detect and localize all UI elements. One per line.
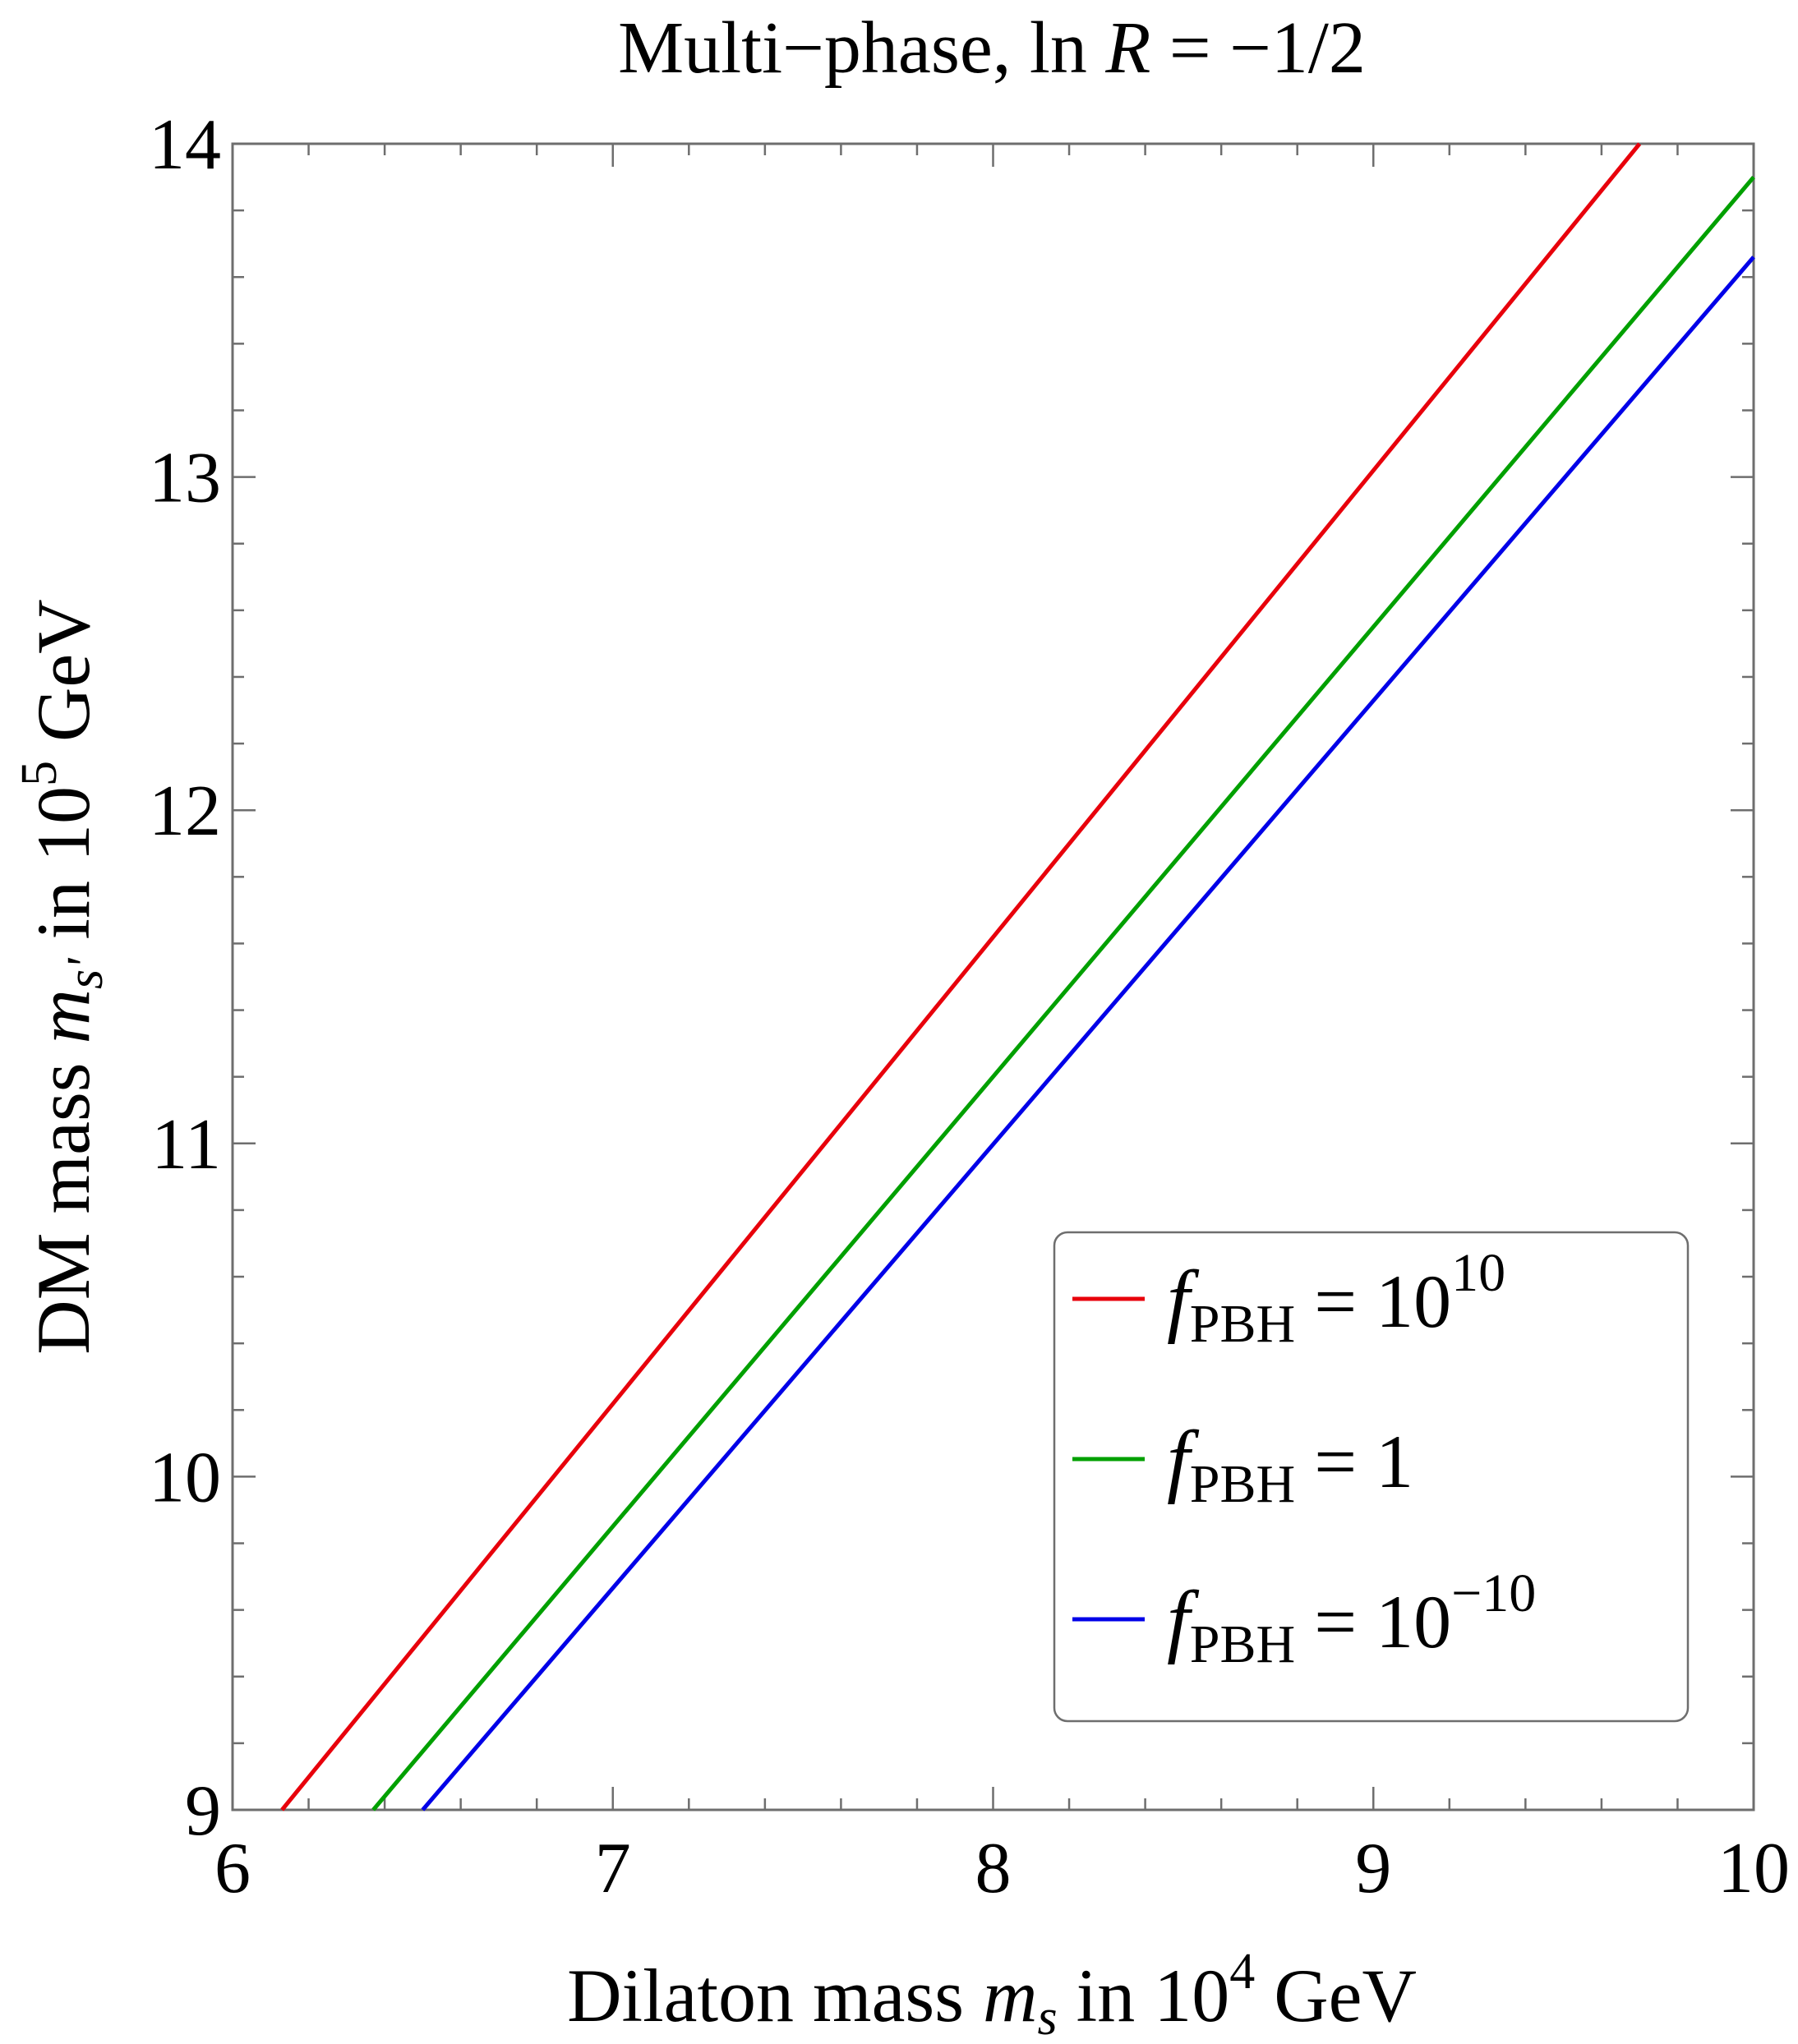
x-tick-label: 8 <box>975 1829 1012 1908</box>
x-tick-label: 7 <box>595 1829 631 1908</box>
y-tick-label: 9 <box>185 1771 221 1851</box>
y-tick-label: 13 <box>149 439 221 518</box>
x-tick-label: 10 <box>1717 1829 1790 1908</box>
y-tick-label: 10 <box>149 1438 221 1517</box>
y-tick-labels: 9 10 11 12 13 14 <box>149 105 221 1851</box>
y-axis-label: DM mass ms' in 105 GeV <box>12 599 113 1354</box>
series-line-3 <box>421 256 1755 1812</box>
axis-ticks <box>231 142 1755 1812</box>
legend: fPBH = 1010 fPBH = 1 fPBH = 10−10 <box>1053 1231 1690 1723</box>
legend-label: fPBH = 10−10 <box>1167 1563 1536 1674</box>
x-axis-label: Dilaton mass ms in 104 GeV <box>567 1944 1417 2044</box>
y-tick-label: 12 <box>149 771 221 851</box>
series-line-2 <box>371 175 1755 1812</box>
legend-items: fPBH = 1010 fPBH = 1 fPBH = 10−10 <box>1072 1243 1536 1674</box>
y-tick-label: 14 <box>149 105 221 185</box>
series-line-1 <box>280 142 1642 1812</box>
x-tick-labels: 6 7 8 9 10 <box>214 1829 1790 1908</box>
legend-label: fPBH = 1 <box>1167 1414 1413 1514</box>
x-tick-label: 9 <box>1355 1829 1391 1908</box>
chart-title: Multi−phase, ln R = −1/2 <box>618 7 1366 89</box>
y-tick-label: 11 <box>151 1105 221 1185</box>
legend-box <box>1053 1231 1690 1723</box>
series-lines <box>280 142 1755 1812</box>
legend-label: fPBH = 1010 <box>1167 1243 1505 1354</box>
x-tick-label: 6 <box>214 1829 251 1908</box>
